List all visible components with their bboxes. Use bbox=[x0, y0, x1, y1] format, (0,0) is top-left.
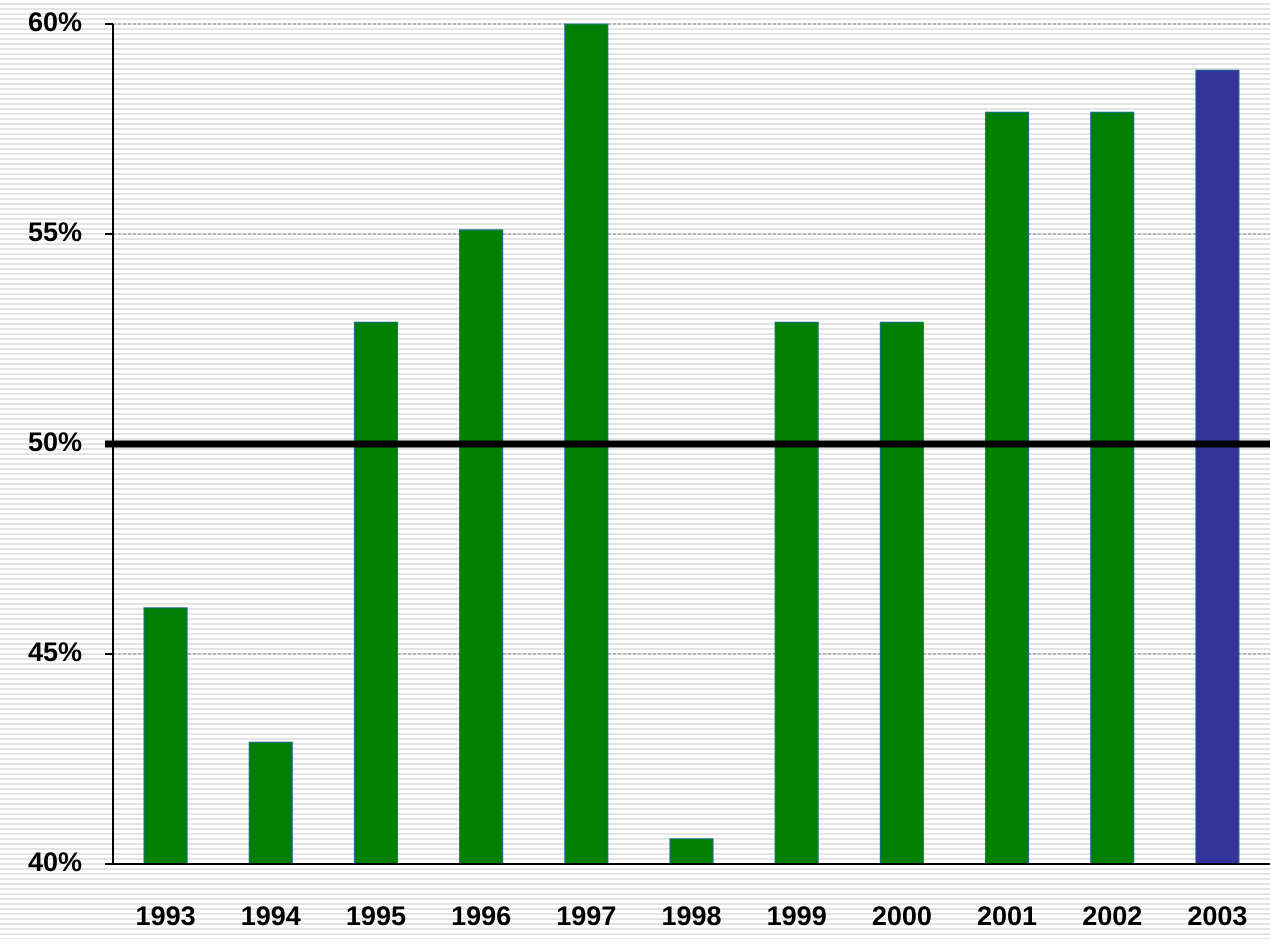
x-tick-label: 1998 bbox=[661, 901, 721, 931]
x-tick-label: 1993 bbox=[136, 901, 196, 931]
x-tick-label: 2003 bbox=[1187, 901, 1247, 931]
bar bbox=[459, 229, 504, 865]
bar bbox=[984, 111, 1030, 865]
x-tick-label: 1995 bbox=[346, 901, 406, 931]
x-tick-label: 2002 bbox=[1082, 901, 1142, 931]
y-tick-label: 40% bbox=[28, 847, 82, 877]
bar bbox=[143, 607, 188, 865]
bar bbox=[774, 321, 819, 865]
x-tick-label: 1999 bbox=[767, 901, 827, 931]
x-tick-label: 1997 bbox=[556, 901, 616, 931]
bar bbox=[669, 838, 714, 865]
bar bbox=[1090, 111, 1135, 865]
y-tick-label: 60% bbox=[28, 7, 82, 37]
bar bbox=[353, 321, 399, 865]
x-tick-label: 1994 bbox=[241, 901, 301, 931]
x-tick-label: 2000 bbox=[872, 901, 932, 931]
y-tick-label: 55% bbox=[28, 217, 82, 247]
x-tick-label: 1996 bbox=[451, 901, 511, 931]
bar bbox=[879, 321, 924, 865]
y-tick-label: 50% bbox=[28, 427, 82, 457]
bar bbox=[1195, 69, 1240, 865]
bar bbox=[248, 741, 293, 865]
y-tick-label: 45% bbox=[28, 637, 82, 667]
x-tick-label: 2001 bbox=[977, 901, 1037, 931]
